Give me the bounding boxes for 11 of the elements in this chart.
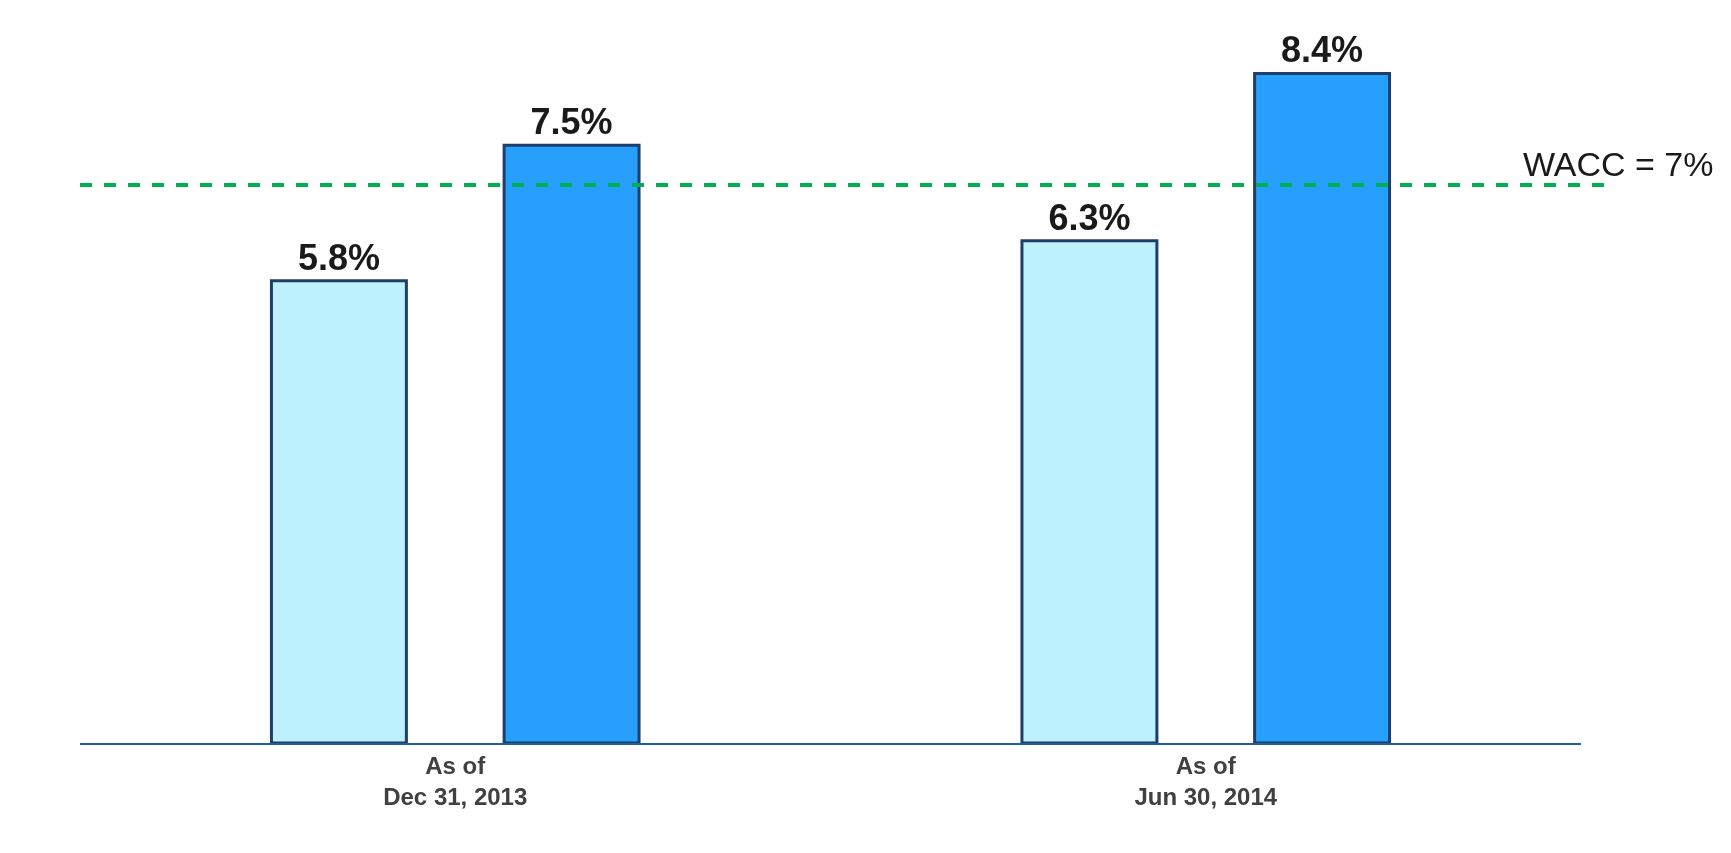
bar: [502, 143, 641, 743]
bar: [1253, 71, 1392, 743]
data-label: 6.3%: [1048, 196, 1131, 238]
bar: [1020, 239, 1159, 743]
data-label: 8.4%: [1281, 29, 1364, 71]
ref-line-label: WACC = 7%: [1523, 145, 1714, 183]
x-tick-label: As of Jun 30, 2014: [1134, 751, 1278, 810]
x-tick-label: As of Dec 31, 2013: [383, 751, 528, 810]
data-label: 5.8%: [297, 236, 380, 278]
data-label: 7.5%: [530, 101, 613, 143]
bar: [269, 279, 408, 743]
